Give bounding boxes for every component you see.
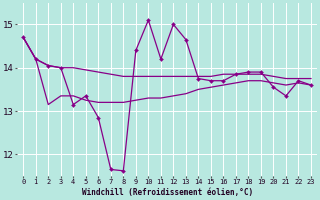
X-axis label: Windchill (Refroidissement éolien,°C): Windchill (Refroidissement éolien,°C)	[82, 188, 253, 197]
